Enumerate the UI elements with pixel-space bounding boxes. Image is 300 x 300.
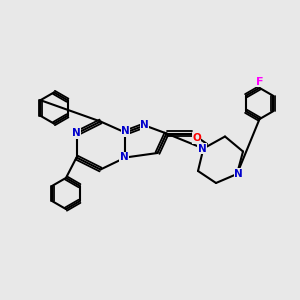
Text: N: N <box>72 128 81 139</box>
Text: F: F <box>256 77 263 87</box>
Text: N: N <box>121 126 130 136</box>
Text: O: O <box>192 133 201 143</box>
Text: N: N <box>234 169 243 179</box>
Text: N: N <box>140 120 149 130</box>
Text: N: N <box>197 143 206 154</box>
Text: N: N <box>119 152 128 163</box>
